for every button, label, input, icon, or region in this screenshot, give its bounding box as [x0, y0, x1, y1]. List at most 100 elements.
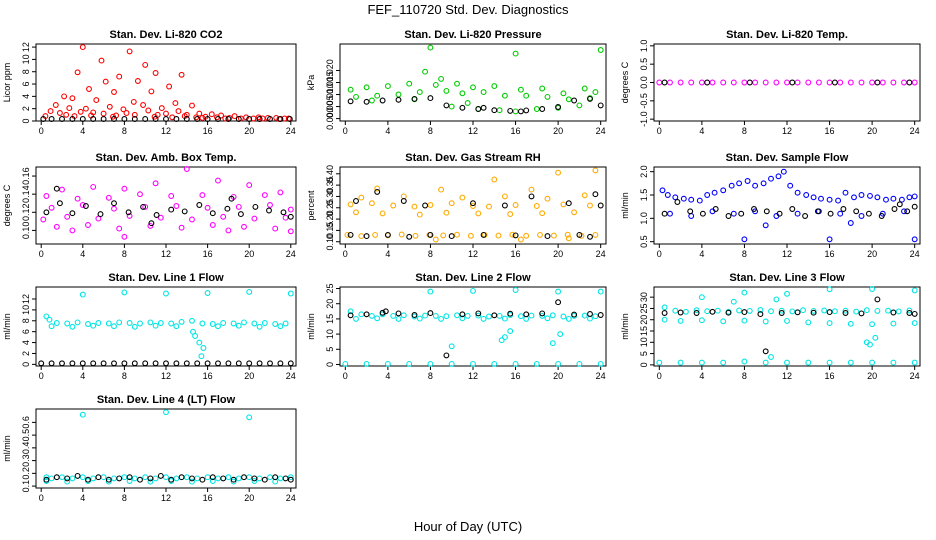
- x-tick-label: 12: [468, 371, 478, 381]
- data-point: [470, 203, 476, 209]
- data-point: [85, 321, 91, 327]
- data-point: [342, 360, 349, 367]
- data-point: [427, 44, 434, 51]
- data-point: [757, 307, 764, 313]
- data-point: [194, 475, 201, 482]
- data-point: [406, 233, 413, 240]
- data-point: [69, 116, 76, 122]
- series-2: [661, 296, 918, 355]
- x-tick-label: 12: [161, 249, 171, 259]
- chart-title: Stan. Dev. Line 4 (LT) Flow: [97, 394, 236, 406]
- x-tick-label: 20: [244, 493, 254, 503]
- data-point: [720, 359, 727, 366]
- data-point: [906, 307, 913, 314]
- data-point: [911, 310, 918, 317]
- x-tick-label: 16: [511, 249, 521, 259]
- data-point: [246, 474, 253, 481]
- data-point: [168, 193, 175, 199]
- x-tick-label: 8: [122, 249, 127, 259]
- data-point: [137, 191, 143, 198]
- x-tick-label: 16: [203, 493, 213, 503]
- data-point: [688, 213, 695, 219]
- data-point: [48, 323, 55, 330]
- data-point: [501, 202, 508, 209]
- data-point: [286, 116, 293, 122]
- data-point: [235, 360, 242, 367]
- x-tick-label: 4: [80, 493, 85, 503]
- data-point: [287, 206, 294, 213]
- series-1: [347, 44, 604, 115]
- data-point: [831, 79, 838, 86]
- data-point: [491, 176, 498, 183]
- data-point: [116, 73, 123, 80]
- data-point: [773, 296, 780, 303]
- data-point: [152, 322, 159, 329]
- data-point: [48, 475, 55, 482]
- y-tick-label: 20: [325, 299, 335, 309]
- data-point: [79, 360, 86, 367]
- x-tick-label: 16: [825, 371, 835, 381]
- data-point: [656, 359, 663, 366]
- data-point: [720, 79, 727, 86]
- data-point: [858, 79, 865, 86]
- data-point: [523, 107, 530, 114]
- data-point: [379, 210, 386, 217]
- data-point: [59, 360, 65, 367]
- y-tick-label: 0.40: [325, 165, 335, 183]
- data-point: [74, 319, 81, 326]
- data-point: [178, 318, 185, 325]
- data-point: [720, 318, 727, 325]
- data-point: [730, 298, 737, 305]
- data-point: [111, 89, 117, 95]
- y-axis-label: percent: [306, 190, 316, 221]
- y-tick-label: 2.0: [639, 165, 649, 178]
- data-point: [587, 311, 593, 317]
- data-point: [280, 209, 287, 216]
- series-1: [342, 287, 604, 367]
- data-point: [847, 320, 854, 327]
- data-point: [847, 220, 854, 226]
- data-point: [347, 312, 354, 319]
- data-point: [581, 312, 588, 319]
- data-point: [137, 476, 143, 483]
- data-point: [432, 81, 439, 88]
- data-point: [762, 359, 769, 366]
- data-point: [256, 323, 263, 330]
- chart-panel-6: Stan. Dev. Sample Flow ml/min 0 4 8 12 16 20 24 0…: [620, 152, 921, 259]
- data-point: [475, 312, 482, 319]
- data-point: [173, 323, 180, 330]
- data-point: [158, 105, 165, 112]
- chart-panel-4: Stan. Dev. Amb. Box Temp. degrees C 0 4 8 12 1…: [2, 152, 297, 259]
- data-point: [277, 360, 284, 367]
- data-point: [709, 79, 716, 86]
- data-point: [153, 212, 160, 218]
- x-tick-label: 8: [742, 371, 747, 381]
- data-point: [277, 116, 284, 122]
- data-point: [544, 93, 551, 100]
- x-tick-label: 24: [910, 126, 920, 136]
- data-point: [592, 191, 599, 198]
- data-point: [69, 323, 76, 330]
- data-point: [64, 475, 71, 482]
- data-point: [794, 79, 801, 86]
- data-point: [199, 476, 206, 483]
- x-tick-label: 20: [867, 249, 877, 259]
- data-point: [738, 210, 745, 217]
- x-tick-label: 20: [553, 126, 563, 136]
- data-point: [480, 231, 487, 238]
- y-axis-label: ml/min: [620, 313, 630, 340]
- data-point: [172, 100, 179, 107]
- x-tick-label: 20: [244, 249, 254, 259]
- y-tick-label: 0.005: [325, 95, 335, 118]
- data-point: [121, 474, 128, 481]
- data-point: [100, 116, 107, 122]
- data-point: [802, 213, 809, 219]
- data-point: [90, 322, 97, 329]
- data-point: [173, 360, 180, 367]
- data-point: [53, 185, 60, 192]
- series-1: [659, 168, 918, 243]
- data-point: [720, 187, 727, 194]
- data-point: [215, 323, 221, 330]
- data-point: [427, 360, 434, 367]
- x-tick-label: 0: [343, 249, 348, 259]
